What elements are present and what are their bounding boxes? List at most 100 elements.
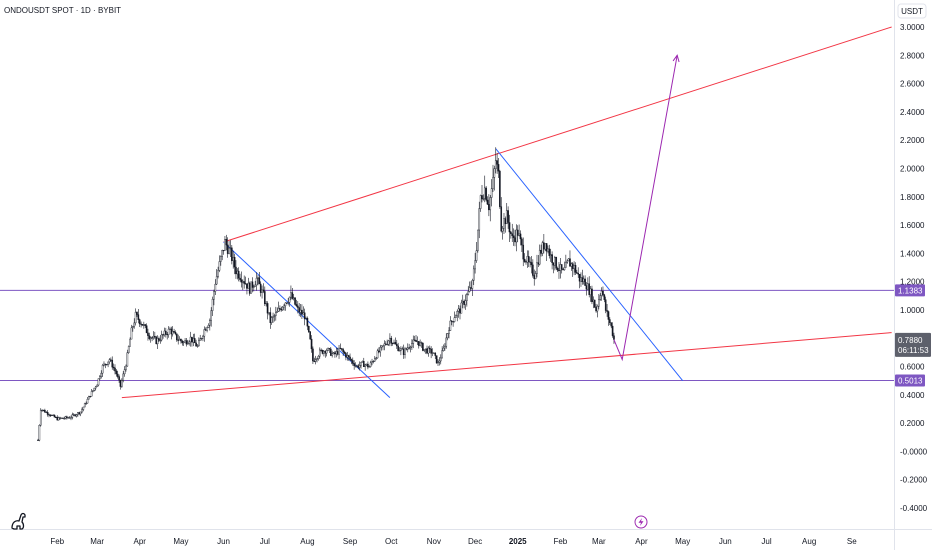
y-tick-label: 2.6000 [900,80,925,89]
candle [411,339,413,350]
candle [173,328,175,333]
y-tick-label: 2.4000 [900,108,925,117]
candle [547,245,549,254]
y-tick-label: 1.8000 [900,193,925,202]
candle [536,254,538,278]
candle [408,343,410,350]
candle [63,416,65,420]
candle [213,289,215,306]
candle [287,298,289,306]
candle [45,411,48,413]
candle [94,385,97,391]
candle [345,352,347,361]
candle [470,281,472,291]
candle [461,294,464,309]
x-tick-label: Jun [217,537,230,546]
candle [262,283,265,294]
candle [427,346,430,357]
x-tick-label: Mar [90,537,104,546]
candle [103,361,105,367]
candle [180,338,182,344]
candle [44,408,46,413]
candle [71,412,74,420]
candle [59,416,61,420]
candle [307,325,310,333]
candle [134,308,137,326]
candle [529,257,531,268]
candle [122,370,125,383]
candle [79,411,82,417]
candle [83,402,86,408]
candle [358,361,361,371]
trendline[interactable] [223,26,892,243]
candle [151,336,153,342]
candle [93,387,96,392]
candle [250,281,252,294]
candle [275,306,277,321]
candle [500,197,503,233]
y-tick-label: 1.6000 [900,221,925,230]
candle [185,337,188,347]
candle [565,254,567,268]
unit-button[interactable]: USDT [897,3,927,19]
candle [112,363,115,371]
candle [416,336,419,346]
candle [165,327,167,338]
trendline[interactable] [121,332,892,399]
projection-layer [613,54,680,362]
candle [121,378,123,388]
candle [239,273,241,282]
candle [483,175,486,203]
y-tick-label: -0.4000 [900,504,928,513]
candle [37,438,39,441]
candle [125,364,127,372]
candle [204,327,207,331]
candle [99,375,101,381]
candle [580,272,582,287]
level-price-badge: 1.1383 [895,284,925,297]
candle [235,260,237,279]
candle [203,326,206,342]
candle [220,255,222,266]
candle [290,285,292,301]
candle [187,339,189,345]
candle [214,279,217,296]
candle [383,340,386,351]
time-axis[interactable]: Feb Mar Apr May Jun Jul Aug Sep Oct Nov Dec 2025 Feb… [50,537,857,546]
candle [138,318,141,327]
candle [468,281,471,293]
candle [585,282,588,296]
candle [338,345,340,359]
x-tick-label: May [675,537,690,546]
candle [413,335,416,342]
series-layer [37,147,615,442]
candle [452,321,454,327]
candle [177,334,180,345]
candle [246,283,248,295]
candle [431,348,434,357]
dino-logo-icon[interactable] [11,512,26,530]
candle [494,147,497,174]
candle [156,335,159,349]
candle [273,313,276,322]
candle [581,269,584,285]
candle [195,339,197,347]
price-axis[interactable]: 3.0000 2.8000 2.6000 2.4000 2.2000 2.0000 1.80… [900,23,928,513]
lightning-icon[interactable] [634,515,648,529]
candle [38,424,41,442]
candle [57,416,60,421]
candle [159,334,162,344]
candle [463,299,465,309]
candle [479,194,482,212]
candle [176,333,178,342]
projection-path[interactable] [613,55,678,362]
candle [140,321,142,328]
candle [607,310,610,326]
trendline[interactable] [495,148,684,381]
candle [573,261,575,276]
candle [50,414,53,417]
candle [402,344,405,359]
candle [567,258,570,262]
